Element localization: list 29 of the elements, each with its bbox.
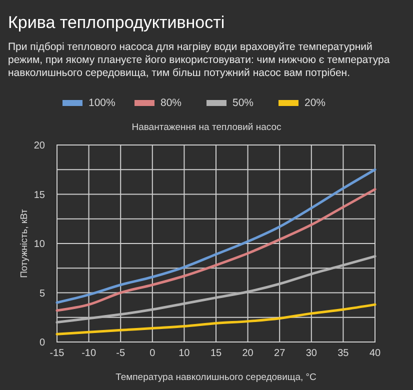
chart-subtitle: При підборі теплового насоса для нагріву води враховуйте температурний режим, при якому плануєте його використовувати: чим нижчою є температура навколишнього середовища, тим більш потужний насос вам потрібен.	[8, 41, 390, 79]
x-tick-label: -10	[82, 348, 96, 359]
line-series	[56, 303, 376, 336]
x-axis-title: Температура навколишнього середовища, °C	[116, 372, 317, 383]
legend-label: 50%	[232, 97, 254, 109]
x-tick-label: 10	[178, 348, 190, 359]
legend-label: 100%	[88, 97, 116, 109]
x-tick-label: 27	[274, 348, 286, 359]
x-tick-label: 35	[338, 348, 350, 359]
legend-label: 80%	[160, 97, 182, 109]
line-series	[56, 188, 376, 312]
y-tick-label: 5	[39, 288, 46, 300]
x-tick-label: 30	[306, 348, 318, 359]
x-tick-label: 15	[210, 348, 222, 359]
y-tick-label: 15	[34, 190, 46, 201]
x-tick-label: 0	[150, 348, 156, 359]
x-tick-label: 40	[369, 348, 381, 359]
x-tick-label: -5	[116, 348, 126, 359]
y-tick-label: 10	[34, 239, 46, 250]
y-tick-label: 20	[34, 140, 46, 152]
line-series	[56, 168, 376, 304]
legend-title: Навантаження на тепловий насос	[132, 122, 282, 133]
x-tick-label: -15	[50, 348, 65, 359]
line-series	[56, 255, 376, 324]
legend-label: 20%	[304, 97, 326, 109]
y-axis-title: Потужність, кВт	[19, 208, 30, 278]
chart-title: Крива теплопродуктивності	[8, 13, 225, 32]
y-tick-label: 0	[39, 338, 46, 348]
x-tick-label: 20	[242, 348, 254, 359]
